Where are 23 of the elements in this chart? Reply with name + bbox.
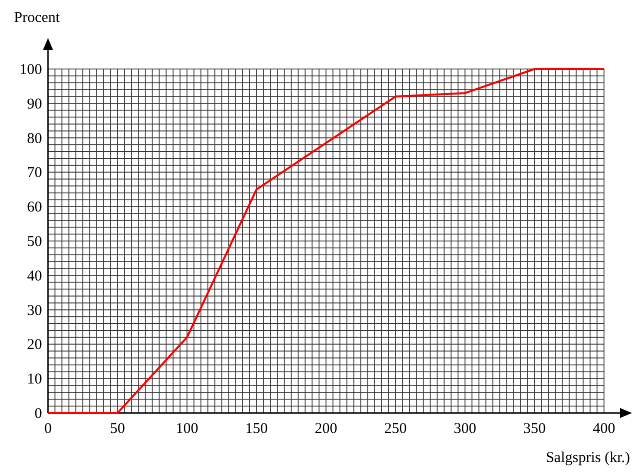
x-tick-label: 0: [44, 421, 52, 437]
x-tick-label: 350: [523, 421, 546, 437]
y-tick-label: 90: [27, 96, 42, 112]
x-tick-label: 50: [110, 421, 125, 437]
x-axis-title: Salgspris (kr.): [546, 450, 630, 466]
x-tick-label: 150: [245, 421, 268, 437]
y-tick-label: 20: [27, 337, 42, 354]
y-tick-label: 30: [27, 302, 42, 319]
y-tick-label: 60: [27, 200, 42, 216]
y-tick-label: 100: [20, 62, 42, 78]
x-tick-label: 300: [454, 421, 476, 437]
y-tick-label: 40: [27, 268, 42, 284]
y-tick-label: 0: [34, 406, 42, 422]
y-tick-label: 70: [27, 165, 42, 182]
y-tick-label: 10: [27, 372, 42, 388]
y-axis-title: Procent: [14, 10, 61, 26]
y-tick-label: 80: [27, 130, 42, 147]
y-tick-label: 50: [27, 234, 42, 250]
line-series: [47, 68, 605, 414]
x-tick-label: 250: [384, 421, 407, 437]
x-tick-label: 400: [592, 421, 616, 437]
x-tick-label: 200: [314, 421, 338, 437]
x-tick-label: 100: [176, 421, 198, 437]
